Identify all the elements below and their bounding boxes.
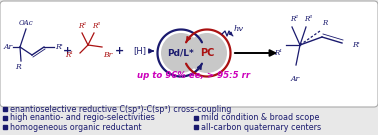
Text: +: + <box>62 46 71 56</box>
Text: Pd/L*: Pd/L* <box>167 48 194 58</box>
Text: R': R' <box>352 41 360 49</box>
Text: enantioselective reductive C(sp³)-C(sp³) cross-coupling: enantioselective reductive C(sp³)-C(sp³)… <box>10 104 231 114</box>
Text: R¹: R¹ <box>274 49 282 57</box>
Text: [H]: [H] <box>133 46 147 55</box>
Text: homogeneous organic reductant: homogeneous organic reductant <box>10 122 141 131</box>
Text: Ar: Ar <box>290 75 299 83</box>
Text: R³: R³ <box>304 15 312 23</box>
Circle shape <box>161 33 201 73</box>
Text: Ar: Ar <box>3 43 12 51</box>
Text: R': R' <box>55 43 63 51</box>
Text: hv: hv <box>234 25 244 33</box>
Circle shape <box>187 33 227 73</box>
Text: up to 96% ee, > 95:5 rr: up to 96% ee, > 95:5 rr <box>138 70 251 80</box>
Text: high enantio- and regio-selectivities: high enantio- and regio-selectivities <box>10 114 155 122</box>
Text: R²: R² <box>290 15 298 23</box>
Text: Br: Br <box>103 51 112 59</box>
FancyBboxPatch shape <box>0 1 378 107</box>
Text: R: R <box>15 63 21 71</box>
Text: R¹: R¹ <box>65 51 73 59</box>
Text: OAc: OAc <box>19 19 33 27</box>
Text: all-carbon quaternary centers: all-carbon quaternary centers <box>201 122 321 131</box>
Text: R³: R³ <box>92 22 100 30</box>
Text: R: R <box>322 19 327 27</box>
Text: R²: R² <box>78 22 86 30</box>
Text: mild condition & broad scope: mild condition & broad scope <box>201 114 319 122</box>
Text: +: + <box>115 46 125 56</box>
Text: PC: PC <box>200 48 214 58</box>
